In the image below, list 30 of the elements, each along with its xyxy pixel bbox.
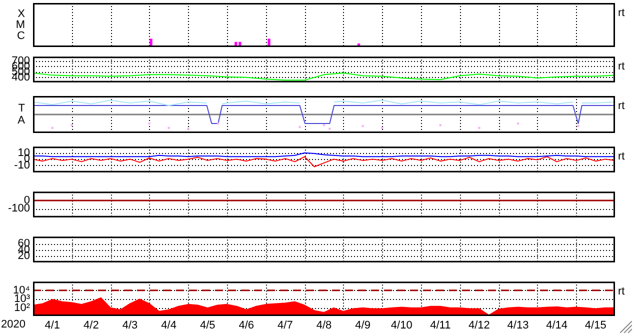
- x-tick-label: 4/2: [84, 320, 99, 332]
- y-tick-label: 10²: [14, 302, 30, 314]
- text: C: [17, 30, 26, 42]
- y-tick-label: -10: [14, 160, 30, 172]
- x-tick-label: 4/5: [200, 320, 216, 332]
- x-tick-label: 4/3: [122, 320, 138, 332]
- text: rt: [618, 100, 625, 112]
- text: T: [18, 102, 26, 114]
- x-tick-label: 4/12: [468, 320, 490, 332]
- x-tick-label: 4/9: [355, 320, 370, 332]
- text: rt: [618, 150, 625, 163]
- text: rt: [618, 60, 625, 73]
- text: rt: [618, 286, 625, 298]
- x-tick-label: 4/14: [546, 320, 568, 332]
- x-tick-label: 4/6: [238, 320, 254, 332]
- x-tick-label: 4/15: [584, 320, 606, 332]
- x-axis-title: 2020: [1, 318, 26, 331]
- x-tick-label: 4/8: [316, 320, 332, 332]
- text: M: [16, 19, 25, 32]
- x-tick-label: 4/13: [507, 320, 529, 332]
- text: A: [18, 114, 26, 127]
- x-tick-label: 4/11: [430, 320, 451, 332]
- x-tick-label: 4/10: [390, 320, 412, 332]
- text: rt: [618, 7, 625, 20]
- x-tick-label: 4/1: [44, 320, 60, 332]
- y-tick-label: 20: [18, 250, 30, 262]
- x-tick-label: 4/4: [161, 320, 176, 332]
- x-tick-label: 4/7: [278, 320, 293, 332]
- y-tick-label: -100: [8, 202, 30, 215]
- text: X: [18, 8, 26, 20]
